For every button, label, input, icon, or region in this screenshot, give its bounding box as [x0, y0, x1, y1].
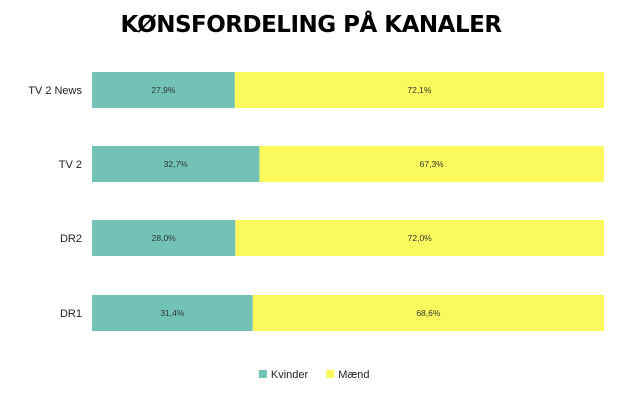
legend-swatch-kvinder — [258, 370, 267, 378]
category-label-tv-2: TV 2 — [59, 159, 82, 171]
category-label-dr1: DR1 — [60, 308, 82, 320]
data-label-maend-tv-2-news: 72,1% — [407, 85, 432, 95]
data-label-maend-dr1: 68,6% — [416, 308, 441, 318]
legend-swatch-maend — [326, 370, 335, 378]
data-label-maend-tv-2: 67,3% — [420, 159, 445, 169]
data-label-kvinder-dr1: 31,4% — [160, 308, 185, 318]
data-label-kvinder-tv-2: 32,7% — [164, 159, 189, 169]
data-label-kvinder-tv-2-news: 27,9% — [151, 85, 176, 95]
bar-kvinder-dr1 — [92, 295, 253, 331]
bar-kvinder-dr2 — [92, 220, 236, 256]
bar-maend-tv-2 — [259, 146, 604, 182]
bar-maend-dr1 — [252, 295, 604, 331]
bar-kvinder-tv-2-news — [92, 72, 235, 108]
data-label-maend-dr2: 72,0% — [408, 233, 433, 243]
bar-maend-dr2 — [235, 220, 605, 256]
legend: Kvinder Mænd — [258, 369, 369, 381]
data-label-kvinder-dr2: 28,0% — [152, 233, 177, 243]
category-label-dr2: DR2 — [60, 233, 82, 245]
bar-maend-tv-2-news — [234, 72, 604, 108]
legend-label-maend: Mænd — [338, 369, 369, 381]
category-labels: TV 2 News TV 2 DR2 DR1 — [28, 85, 82, 320]
legend-label-kvinder: Kvinder — [271, 369, 309, 381]
bar-kvinder-tv-2 — [92, 146, 260, 182]
category-label-tv-2-news: TV 2 News — [28, 85, 82, 97]
chart-title: KØNSFORDELING PÅ KANALER — [120, 10, 502, 38]
bars-layer: 27,9% 72,1% 32,7% 67,3% 28,0% 72,0% 31,4% 68,6% — [92, 72, 605, 331]
